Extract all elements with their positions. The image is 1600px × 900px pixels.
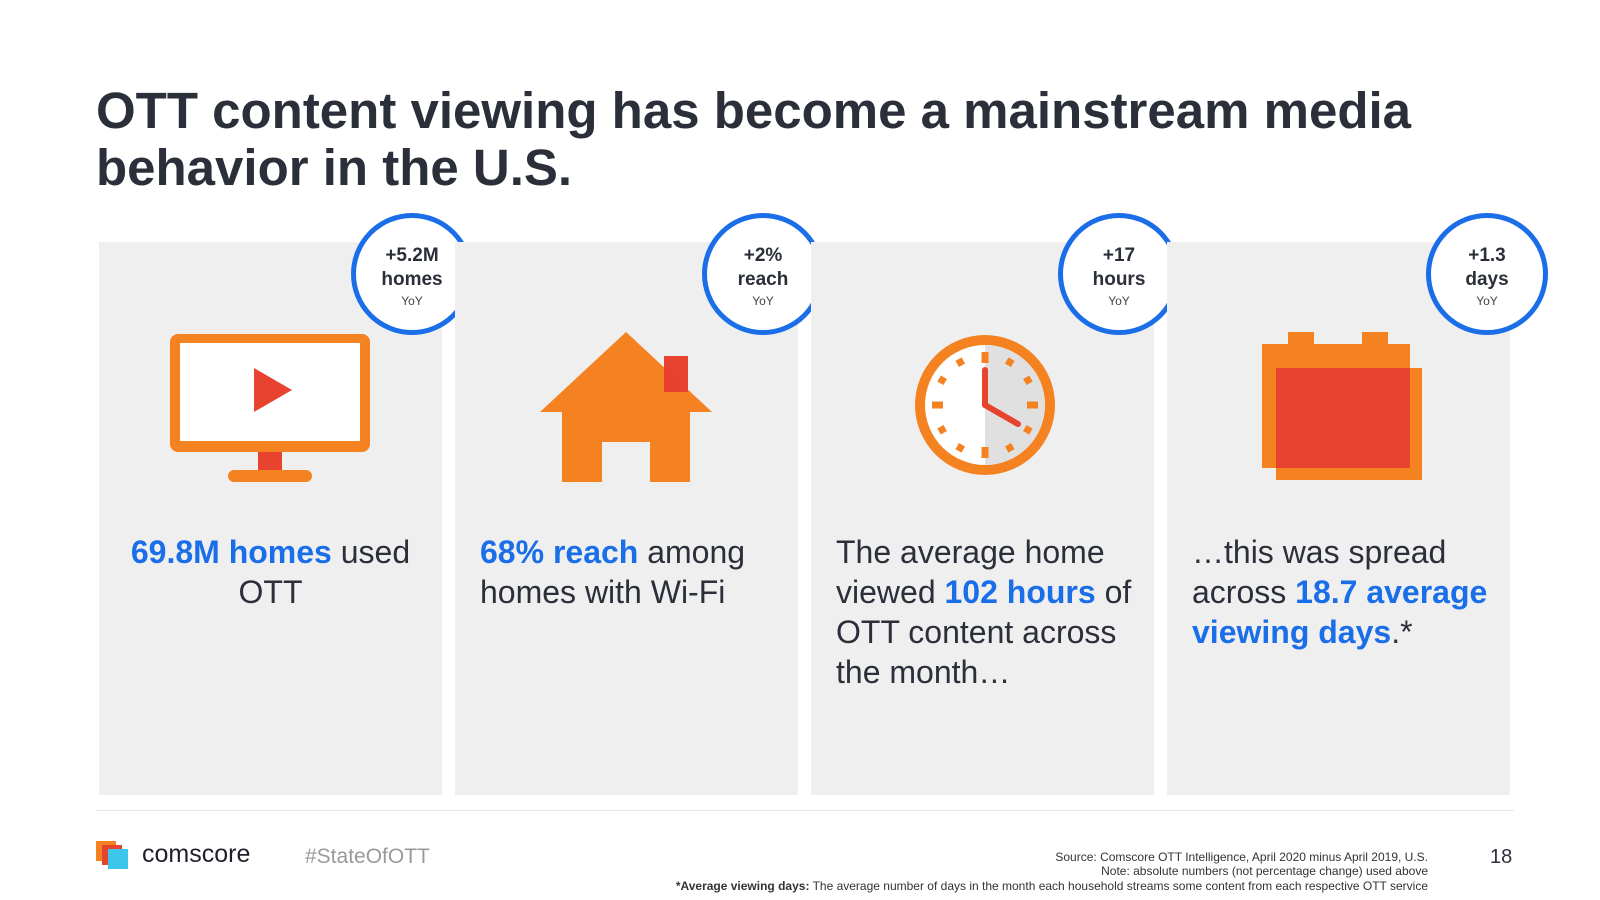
stat-card-days <box>1167 242 1510 795</box>
stat-highlight: 18.7 average viewing days <box>1192 574 1488 650</box>
hashtag: #StateOfOTT <box>305 845 430 868</box>
badge-unit: reach <box>737 269 789 290</box>
stat-text-reach: 68% reach among homes with Wi-Fi <box>480 532 780 612</box>
stat-rest: of OTT content across the month… <box>836 574 1132 690</box>
badge-yoy: YoY <box>401 294 423 308</box>
stat-rest: among homes with Wi-Fi <box>480 534 746 610</box>
house-icon <box>540 332 712 482</box>
stat-highlight: 69.8M homes <box>130 534 332 570</box>
yoy-badge-reach: +2% reach YoY <box>702 213 824 335</box>
stat-rest: .* <box>1391 614 1413 650</box>
tv-play-icon <box>170 334 370 482</box>
definition-text: The average number of days in the month … <box>809 879 1428 893</box>
stat-card-hours <box>811 242 1154 795</box>
definition-note: *Average viewing days: The average numbe… <box>676 879 1428 893</box>
badge-unit: days <box>1465 269 1509 290</box>
stat-pre: …this was spread across <box>1192 534 1447 610</box>
badge-value: +17 <box>1102 245 1136 266</box>
badge-yoy: YoY <box>752 294 774 308</box>
brand-name: comscore <box>142 840 251 868</box>
stat-text-hours: The average home viewed 102 hours of OTT… <box>836 532 1136 692</box>
badge-unit: hours <box>1092 269 1146 290</box>
source-note: Source: Comscore OTT Intelligence, April… <box>1055 850 1428 864</box>
badge-value: +5.2M <box>385 245 439 266</box>
badge-yoy: YoY <box>1476 294 1498 308</box>
footer-divider <box>96 810 1514 811</box>
page-number: 18 <box>1490 846 1513 868</box>
yoy-badge-homes: +5.2M homes YoY <box>351 213 473 335</box>
badge-unit: homes <box>381 269 443 290</box>
page-title: OTT content viewing has become a mainstr… <box>96 82 1412 196</box>
stat-highlight: 68% reach <box>480 534 639 570</box>
definition-label: *Average viewing days: <box>675 879 810 893</box>
clock-icon <box>915 335 1055 475</box>
badge-value: +1.3 <box>1468 245 1506 266</box>
badge-yoy: YoY <box>1108 294 1130 308</box>
stat-text-homes: 69.8M homes used OTT <box>113 532 428 612</box>
stat-text-days: …this was spread across 18.7 average vie… <box>1192 532 1492 652</box>
badge-value: +2% <box>743 245 783 266</box>
stat-pre: The average home viewed <box>836 534 1105 610</box>
calendar-icon <box>1262 332 1422 480</box>
yoy-badge-days: +1.3 days YoY <box>1426 213 1548 335</box>
comscore-logo-icon <box>96 841 128 869</box>
note-text: Note: absolute numbers (not percentage c… <box>1101 864 1428 878</box>
yoy-badge-hours: +17 hours YoY <box>1058 213 1180 335</box>
stat-highlight: 102 hours <box>944 574 1096 610</box>
stat-rest: used OTT <box>238 534 411 610</box>
